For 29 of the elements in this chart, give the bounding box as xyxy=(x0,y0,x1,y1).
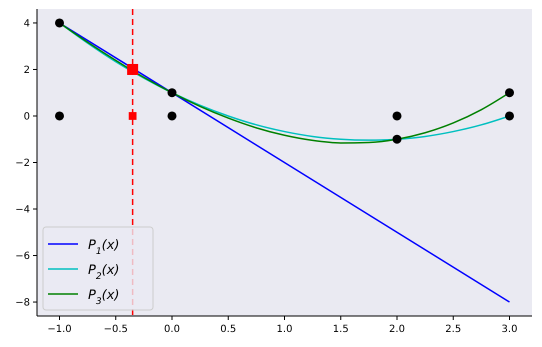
point xyxy=(392,111,402,120)
point xyxy=(168,111,176,120)
y-tick-label: 2 xyxy=(24,64,30,76)
y-tick-label: −4 xyxy=(15,204,30,216)
point xyxy=(127,64,138,75)
point xyxy=(128,112,137,120)
x-tick-label: 1.5 xyxy=(332,324,349,335)
x-tick-label: 0.0 xyxy=(164,324,180,335)
y-tick-label: 0 xyxy=(24,111,30,122)
y-tick-label: −6 xyxy=(15,251,30,262)
point xyxy=(168,88,176,98)
x-tick-label: 3.0 xyxy=(502,324,518,335)
y-tick-label: 4 xyxy=(24,18,30,30)
x-tick-label: 1.0 xyxy=(276,324,292,335)
point xyxy=(505,111,514,120)
y-tick-label: −8 xyxy=(15,298,30,309)
y-tick-label: −2 xyxy=(15,158,30,169)
legend-label: P$_{3}$(x) xyxy=(88,288,120,307)
point xyxy=(392,134,402,144)
legend-label: P$_{1}$(x) xyxy=(88,238,120,257)
x-tick-label: 0.5 xyxy=(220,324,236,335)
x-tick-label: 2.5 xyxy=(445,324,462,335)
point xyxy=(505,88,514,98)
x-tick-label: 2.0 xyxy=(389,324,405,335)
point xyxy=(55,18,64,28)
point xyxy=(55,111,64,120)
legend-label: P$_{2}$(x) xyxy=(88,263,120,282)
x-tick-label: −1.0 xyxy=(47,324,72,335)
x-tick-label: −0.5 xyxy=(104,324,128,335)
